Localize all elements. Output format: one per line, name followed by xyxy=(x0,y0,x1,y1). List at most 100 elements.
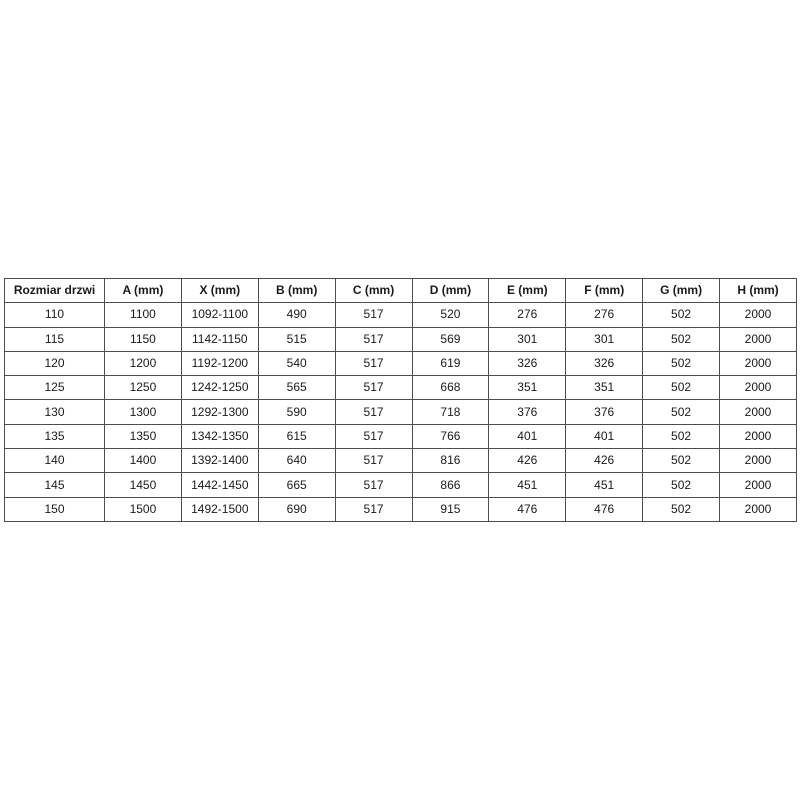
table-cell: 401 xyxy=(488,423,567,450)
table-cell: 1250 xyxy=(104,375,182,401)
table-cell: 668 xyxy=(411,375,490,401)
table-cell: 640 xyxy=(257,448,336,474)
table-cell: 1400 xyxy=(104,448,182,474)
table-cell: 502 xyxy=(642,472,720,498)
column-header: E (mm) xyxy=(488,277,567,304)
table-cell: 1100 xyxy=(104,302,182,328)
table-row: 115 1150 1142-1150 515 517 569 301 301 502 2000 xyxy=(4,326,797,352)
table-cell: 115 xyxy=(4,326,105,352)
table-cell: 1450 xyxy=(104,472,182,498)
column-header: C (mm) xyxy=(334,277,413,304)
table-cell: 476 xyxy=(488,496,567,522)
table-cell: 766 xyxy=(411,423,490,450)
table-cell: 517 xyxy=(334,302,413,328)
table-cell: 125 xyxy=(4,375,105,401)
table-cell: 502 xyxy=(642,326,720,352)
table-cell: 517 xyxy=(334,448,413,474)
table-cell: 1292-1300 xyxy=(180,399,259,425)
table-cell: 665 xyxy=(257,472,336,498)
table-cell: 540 xyxy=(257,350,336,377)
table-cell: 140 xyxy=(4,448,105,474)
table-cell: 517 xyxy=(334,496,413,522)
table-header-row: Rozmiar drzwi A (mm) X (mm) B (mm) C (mm) D (… xyxy=(4,277,797,304)
table-cell: 565 xyxy=(257,375,336,401)
table-cell: 515 xyxy=(257,326,336,352)
table-cell: 517 xyxy=(334,423,413,450)
table-cell: 301 xyxy=(565,326,644,352)
table-cell: 2000 xyxy=(719,423,797,450)
table-cell: 351 xyxy=(488,375,567,401)
table-cell: 502 xyxy=(642,496,720,522)
table-cell: 276 xyxy=(488,302,567,328)
table-row: 135 1350 1342-1350 615 517 766 401 401 502 2000 xyxy=(4,423,797,450)
table-cell: 590 xyxy=(257,399,336,425)
table-body: 110 1100 1092-1100 490 517 520 276 276 502 2000 11… xyxy=(4,302,797,522)
column-header: H (mm) xyxy=(719,277,797,304)
table-cell: 401 xyxy=(565,423,644,450)
column-header: D (mm) xyxy=(411,277,490,304)
table-cell: 1142-1150 xyxy=(180,326,259,352)
table-cell: 451 xyxy=(488,472,567,498)
table-cell: 351 xyxy=(565,375,644,401)
table-cell: 426 xyxy=(565,448,644,474)
table-cell: 326 xyxy=(565,350,644,377)
table-cell: 2000 xyxy=(719,399,797,425)
table-row: 130 1300 1292-1300 590 517 718 376 376 502 2000 xyxy=(4,399,797,425)
table-cell: 1500 xyxy=(104,496,182,522)
table-cell: 517 xyxy=(334,399,413,425)
table-cell: 619 xyxy=(411,350,490,377)
table-cell: 502 xyxy=(642,423,720,450)
table-cell: 490 xyxy=(257,302,336,328)
table-cell: 120 xyxy=(4,350,105,377)
table-cell: 2000 xyxy=(719,448,797,474)
table-cell: 520 xyxy=(411,302,490,328)
table-cell: 690 xyxy=(257,496,336,522)
table-cell: 476 xyxy=(565,496,644,522)
column-header: X (mm) xyxy=(180,277,259,304)
table-cell: 2000 xyxy=(719,350,797,377)
table-cell: 150 xyxy=(4,496,105,522)
table-cell: 517 xyxy=(334,326,413,352)
table-row: 140 1400 1392-1400 640 517 816 426 426 502 2000 xyxy=(4,448,797,474)
column-header: B (mm) xyxy=(257,277,336,304)
table-cell: 2000 xyxy=(719,375,797,401)
table-cell: 502 xyxy=(642,302,720,328)
table-cell: 110 xyxy=(4,302,105,328)
table-row: 110 1100 1092-1100 490 517 520 276 276 502 2000 xyxy=(4,302,797,328)
door-size-spec-table: Rozmiar drzwi A (mm) X (mm) B (mm) C (mm) D (… xyxy=(4,277,797,522)
table-cell: 451 xyxy=(565,472,644,498)
table-cell: 1192-1200 xyxy=(180,350,259,377)
table-cell: 2000 xyxy=(719,496,797,522)
table-cell: 2000 xyxy=(719,472,797,498)
table-cell: 816 xyxy=(411,448,490,474)
table-cell: 1150 xyxy=(104,326,182,352)
table-cell: 1200 xyxy=(104,350,182,377)
table-cell: 130 xyxy=(4,399,105,425)
table-cell: 1242-1250 xyxy=(180,375,259,401)
table-cell: 1442-1450 xyxy=(180,472,259,498)
table-cell: 376 xyxy=(565,399,644,425)
column-header: A (mm) xyxy=(104,277,182,304)
table-cell: 517 xyxy=(334,350,413,377)
table-cell: 2000 xyxy=(719,302,797,328)
table-cell: 502 xyxy=(642,350,720,377)
table-cell: 1350 xyxy=(104,423,182,450)
table-cell: 1392-1400 xyxy=(180,448,259,474)
table-cell: 866 xyxy=(411,472,490,498)
table-cell: 1300 xyxy=(104,399,182,425)
column-header: F (mm) xyxy=(565,277,644,304)
table-cell: 1092-1100 xyxy=(180,302,259,328)
table-row: 150 1500 1492-1500 690 517 915 476 476 502 2000 xyxy=(4,496,797,522)
table-cell: 517 xyxy=(334,375,413,401)
table-cell: 145 xyxy=(4,472,105,498)
table-row: 125 1250 1242-1250 565 517 668 351 351 502 2000 xyxy=(4,375,797,401)
table-cell: 517 xyxy=(334,472,413,498)
table-cell: 1492-1500 xyxy=(180,496,259,522)
table-cell: 569 xyxy=(411,326,490,352)
table-cell: 326 xyxy=(488,350,567,377)
table-cell: 376 xyxy=(488,399,567,425)
table-cell: 135 xyxy=(4,423,105,450)
column-header: G (mm) xyxy=(642,277,720,304)
table-cell: 426 xyxy=(488,448,567,474)
